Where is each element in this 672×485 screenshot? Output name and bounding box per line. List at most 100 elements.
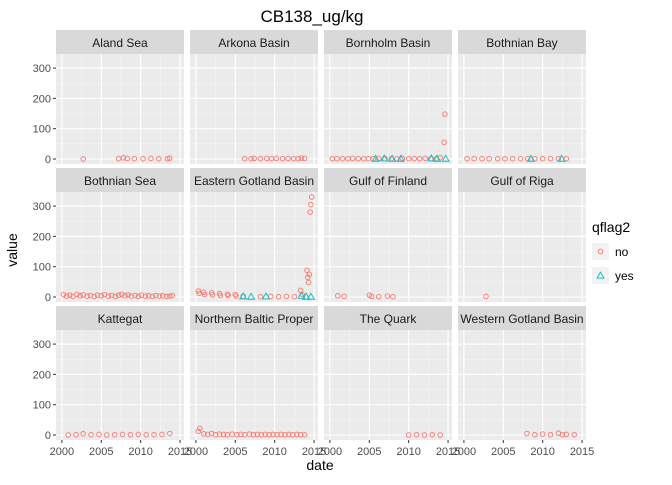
data-point-no [131, 155, 138, 162]
panel-background [56, 330, 184, 440]
data-point-no [164, 155, 171, 162]
data-point-no [413, 431, 420, 438]
facet-label: Western Gotland Basin [460, 312, 583, 326]
data-point-no [204, 431, 211, 438]
data-point-no [167, 293, 173, 299]
data-point-no [60, 291, 67, 298]
data-point-yes [246, 292, 256, 300]
data-point-no [148, 155, 154, 162]
data-point-no [405, 432, 412, 438]
data-point-no [297, 431, 304, 438]
data-point-no [279, 155, 286, 162]
data-point-no [104, 432, 110, 438]
data-point-no [350, 155, 356, 162]
data-point-no [201, 291, 208, 298]
data-point-no [209, 292, 216, 298]
legend-key-circle [597, 248, 604, 255]
data-point-no [298, 155, 305, 161]
x-tick-label: 2005 [491, 446, 515, 458]
data-point-no [441, 139, 447, 146]
data-point-no [509, 155, 516, 162]
facet-label: Bothnian Sea [84, 174, 156, 188]
data-point-no [138, 292, 145, 298]
data-point-no [251, 155, 257, 162]
data-point-no [304, 267, 310, 274]
panel-background [324, 54, 452, 164]
data-point-no [149, 293, 156, 300]
y-tick-label: 0 [45, 154, 51, 166]
data-point-no [108, 292, 115, 299]
data-point-no [128, 293, 134, 299]
data-point-no [429, 431, 436, 438]
data-point-no [234, 431, 240, 438]
data-point-no [63, 293, 70, 299]
y-tick-label: 300 [33, 201, 51, 213]
data-point-no [135, 431, 142, 438]
data-point-no [421, 432, 428, 438]
data-point-no [167, 430, 173, 437]
facet-label: The Quark [360, 312, 418, 326]
data-point-no [524, 430, 530, 437]
x-tick-label: 2000 [50, 446, 74, 458]
data-point-no [120, 155, 127, 161]
data-point-no [384, 293, 391, 299]
data-point-no [502, 155, 508, 162]
data-point-no [285, 155, 291, 162]
data-point-no [399, 155, 406, 162]
x-tick-label: 2015 [436, 446, 460, 458]
data-point-no [151, 431, 157, 438]
data-point-no [471, 155, 477, 162]
data-point-no [547, 431, 554, 438]
facet-strip [190, 306, 318, 330]
data-point-no [145, 293, 152, 299]
data-point-no [274, 431, 280, 438]
data-point-no [479, 155, 485, 162]
data-point-yes [371, 154, 380, 162]
facet-strip [458, 30, 586, 54]
facet-label: Gulf of Finland [349, 174, 427, 188]
x-tick-label: 2005 [223, 446, 247, 458]
panel-background [190, 330, 318, 440]
data-point-no [368, 293, 375, 300]
data-point-no [563, 431, 570, 438]
facet-strip [324, 306, 452, 330]
data-point-no [305, 279, 312, 286]
data-point-no [77, 293, 83, 299]
legend-label: yes [615, 269, 634, 283]
data-point-no [250, 431, 257, 438]
data-point-no [217, 292, 224, 299]
data-point-yes [380, 154, 389, 162]
x-tick-label: 2005 [89, 446, 113, 458]
data-point-yes [306, 292, 316, 300]
data-point-no [195, 428, 202, 435]
data-point-no [257, 155, 264, 162]
data-point-no [84, 293, 90, 299]
y-tick-label: 0 [45, 292, 51, 304]
y-tick-label: 200 [33, 93, 51, 105]
data-point-no [539, 155, 546, 162]
data-point-no [275, 293, 282, 300]
data-point-yes [238, 292, 248, 300]
data-point-no [105, 293, 112, 299]
data-point-yes [261, 292, 271, 300]
y-tick-label: 100 [33, 124, 51, 136]
data-point-no [517, 155, 524, 162]
data-point-no [88, 431, 94, 438]
data-point-no [306, 271, 313, 278]
data-point-no [65, 432, 71, 438]
panel-background [458, 54, 586, 164]
facet-label: Arkona Basin [218, 36, 289, 50]
x-tick-label: 2000 [452, 446, 476, 458]
data-point-no [486, 155, 492, 162]
x-tick-label: 2015 [570, 446, 594, 458]
data-point-no [195, 288, 202, 294]
facet-strip [56, 168, 184, 192]
data-point-no [201, 431, 207, 437]
data-point-no [159, 431, 165, 438]
panel-background [190, 192, 318, 302]
y-tick-label: 200 [33, 231, 51, 243]
data-point-no [80, 431, 86, 437]
data-point-no [140, 155, 146, 162]
data-point-no [334, 155, 340, 162]
